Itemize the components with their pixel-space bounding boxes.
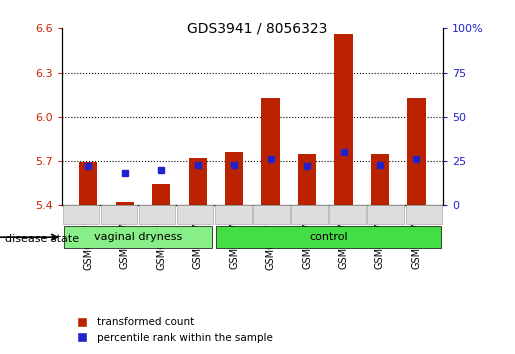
Bar xyxy=(115,202,134,205)
Bar xyxy=(407,98,425,205)
FancyBboxPatch shape xyxy=(139,205,176,224)
FancyBboxPatch shape xyxy=(253,205,290,224)
Bar xyxy=(225,152,243,205)
Text: disease state: disease state xyxy=(5,234,79,244)
FancyBboxPatch shape xyxy=(100,205,138,224)
Bar xyxy=(334,34,353,205)
Bar xyxy=(298,154,316,205)
Legend: transformed count, percentile rank within the sample: transformed count, percentile rank withi… xyxy=(67,313,277,347)
Bar xyxy=(152,184,170,205)
Text: GDS3941 / 8056323: GDS3941 / 8056323 xyxy=(187,21,328,35)
FancyBboxPatch shape xyxy=(177,205,214,224)
Bar xyxy=(188,158,207,205)
FancyBboxPatch shape xyxy=(215,205,252,224)
FancyBboxPatch shape xyxy=(216,226,441,249)
Bar xyxy=(79,162,97,205)
Bar xyxy=(262,98,280,205)
FancyBboxPatch shape xyxy=(291,205,328,224)
FancyBboxPatch shape xyxy=(62,205,99,224)
FancyBboxPatch shape xyxy=(367,205,404,224)
Text: vaginal dryness: vaginal dryness xyxy=(94,232,182,242)
Bar xyxy=(371,154,389,205)
FancyBboxPatch shape xyxy=(329,205,366,224)
Text: control: control xyxy=(309,232,348,242)
FancyBboxPatch shape xyxy=(64,226,212,249)
FancyBboxPatch shape xyxy=(405,205,442,224)
